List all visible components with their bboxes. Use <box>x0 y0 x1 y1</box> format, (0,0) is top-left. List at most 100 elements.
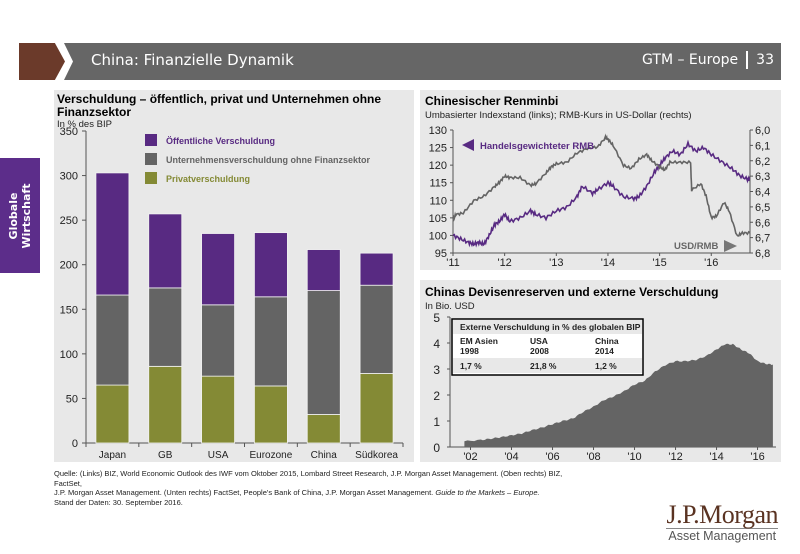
inset-table-header-bg <box>453 320 642 334</box>
legend-label: Privatverschuldung <box>166 174 250 184</box>
y-tick-label: 300 <box>60 171 78 183</box>
bar-segment <box>306 414 341 444</box>
x-tick-label: '12 <box>668 451 682 462</box>
debt-chart-title: Verschuldung – öffentlich, privat und Un… <box>57 92 382 119</box>
series-line <box>452 139 751 248</box>
header-bar <box>64 43 781 80</box>
bar-segment <box>359 284 394 374</box>
x-tick-label: '12 <box>497 257 511 269</box>
source-line-2-text: J.P. Morgan Asset Management. (Unten rec… <box>54 488 436 497</box>
x-tick-label: '06 <box>545 451 559 462</box>
rmb-chart-title: Chinesischer Renminbi <box>425 94 559 108</box>
debt-chart-panel: Verschuldung – öffentlich, privat und Un… <box>54 90 414 462</box>
page-title: China: Finanzielle Dynamik <box>91 51 294 69</box>
series-annotation: USD/RMB <box>674 241 718 252</box>
y-tick-label: 3 <box>433 363 440 377</box>
debt-bar-chart: 0 50 100 150 200 250 300 350 Japan GB USA Eurozone C… <box>60 126 404 461</box>
x-tick-label: '16 <box>750 451 764 462</box>
header-divider <box>746 51 749 69</box>
bar-segment <box>201 233 235 306</box>
legend-swatch <box>145 134 157 146</box>
bar-segment <box>95 172 130 296</box>
x-tick-label: '14 <box>601 257 615 269</box>
y-tick-label: 0 <box>72 438 78 450</box>
right-tick-label: 6,0 <box>755 125 770 137</box>
section-tab[interactable]: Globale Wirtschaft <box>0 158 40 273</box>
x-tick-label: '15 <box>652 257 666 269</box>
bar-segment <box>254 296 288 387</box>
right-tick-label: 6,8 <box>755 248 770 260</box>
reserves-chart-title: Chinas Devisenreserven und externe Versc… <box>425 285 719 299</box>
inset-col-label: USA <box>530 336 548 346</box>
logo-subtitle: Asset Management <box>668 529 777 543</box>
inset-table-value-bg <box>453 358 642 373</box>
left-tick-label: 100 <box>429 230 447 242</box>
inset-col-value: 21,8 % <box>530 361 557 371</box>
right-arrow-icon <box>724 240 737 252</box>
y-tick-label: 50 <box>66 393 78 405</box>
y-tick-label: 150 <box>60 304 78 316</box>
right-tick-label: 6,4 <box>755 187 770 199</box>
x-tick-label: Japan <box>99 450 126 461</box>
inset-col-year: 2014 <box>595 346 614 356</box>
x-tick-label: '02 <box>463 451 477 462</box>
rmb-chart-subtitle: Umbasierter Indexstand (links); RMB-Kurs… <box>425 110 692 121</box>
inset-col-label: EM Asien <box>460 336 498 346</box>
y-tick-label: 5 <box>433 311 440 325</box>
inset-col-year: 1998 <box>460 346 479 356</box>
right-tick-label: 6,1 <box>755 140 770 152</box>
bar-segment <box>254 385 288 444</box>
section-tab-line1: Globale <box>7 192 20 239</box>
inset-table-title: Externe Verschuldung in % des globalen B… <box>460 322 641 332</box>
source-line-2: J.P. Morgan Asset Management. (Unten rec… <box>54 488 574 498</box>
right-tick-label: 6,2 <box>755 156 770 168</box>
logo-wordmark: J.P.Morgan <box>666 500 778 529</box>
right-tick-label: 6,7 <box>755 233 770 245</box>
series-annotation: Handelsgewichteter RMB <box>480 141 594 152</box>
y-tick-label: 200 <box>60 260 78 272</box>
series-label: GTM – Europe <box>642 52 739 68</box>
x-tick-label: '13 <box>549 257 563 269</box>
reserves-chart-subtitle: In Bio. USD <box>425 301 475 312</box>
header-accent-chevron <box>19 43 65 80</box>
left-arrow-icon <box>462 139 474 151</box>
rmb-chart-panel: Chinesischer Renminbi Umbasierter Indexs… <box>420 90 781 270</box>
bar-segment <box>148 365 183 444</box>
inset-col-year: 2008 <box>530 346 549 356</box>
inset-col-value: 1,2 % <box>595 361 617 371</box>
left-tick-label: 130 <box>429 125 447 137</box>
left-tick-label: 95 <box>435 248 447 260</box>
inset-col-value: 1,7 % <box>460 361 482 371</box>
x-tick-label: USA <box>208 450 229 461</box>
legend-swatch <box>145 153 157 165</box>
left-tick-label: 125 <box>429 143 447 155</box>
legend-swatch <box>145 172 157 184</box>
y-tick-label: 100 <box>60 349 78 361</box>
x-tick-label: Südkorea <box>355 450 398 461</box>
bar-segment <box>254 232 288 298</box>
bar-segment <box>201 304 235 377</box>
right-tick-label: 6,3 <box>755 171 770 183</box>
bar-segment <box>95 294 130 386</box>
bar-segment <box>359 252 394 286</box>
reserves-area-chart: 0 1 2 3 4 5 '02 '04 '06 '08 '10 '12 '14 '16 Externe Ve… <box>433 311 776 462</box>
left-tick-label: 110 <box>429 195 447 207</box>
x-tick-label: '11 <box>446 257 460 269</box>
source-note: Quelle: (Links) BIZ, World Economic Outl… <box>54 469 574 507</box>
bar-segment <box>148 287 183 367</box>
series-line <box>452 133 751 237</box>
source-line-3: Stand der Daten: 30. September 2016. <box>54 497 183 507</box>
bar-segment <box>201 375 235 444</box>
legend-label: Unternehmensverschuldung ohne Finanzsekt… <box>166 155 371 165</box>
legend-label: Öffentliche Verschuldung <box>166 136 275 146</box>
source-line-1: Quelle: (Links) BIZ, World Economic Outl… <box>54 469 563 488</box>
bar-segment <box>306 290 341 415</box>
left-tick-label: 105 <box>429 213 447 225</box>
inset-col-label: China <box>595 336 619 346</box>
bar-segment <box>148 213 183 289</box>
source-line-2-italic: Guide to the Markets – Europe. <box>435 488 540 497</box>
right-tick-label: 6,6 <box>755 217 770 229</box>
left-tick-label: 120 <box>429 160 447 172</box>
bar-segment <box>359 373 394 444</box>
right-tick-label: 6,5 <box>755 202 770 214</box>
